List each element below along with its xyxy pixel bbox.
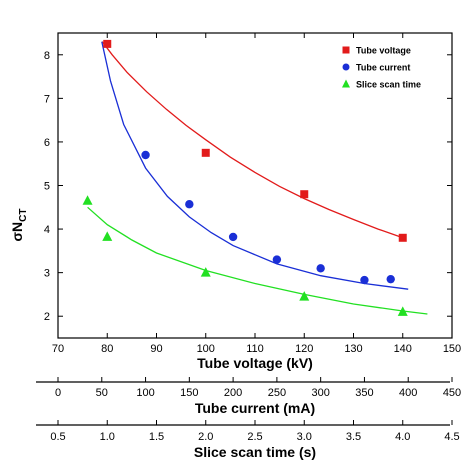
x-tick-label: 50: [96, 387, 108, 399]
x-axis-1: 70 80 90 100 110 120 130 140 150 Tube voltage (kV…: [52, 33, 461, 371]
data-points: [82, 39, 408, 316]
x-tick-label: 90: [150, 343, 162, 355]
data-point-slice-scan-time: [102, 231, 113, 241]
x-tick-label: 200: [224, 387, 242, 399]
x-tick-label: 150: [180, 387, 198, 399]
data-point-tube-current: [360, 275, 369, 285]
data-point-tube-voltage: [201, 148, 210, 157]
y-axis-label: σNCT: [9, 208, 29, 241]
x-tick-label: 3.0: [297, 431, 312, 443]
x-tick-label: 120: [295, 343, 313, 355]
y-axis-label-subscript: CT: [18, 208, 29, 221]
x-tick-label: 0.5: [50, 431, 65, 443]
y-tick-label: 4: [44, 224, 50, 236]
data-point-tube-current: [272, 255, 282, 264]
y-axis-label-main: σN: [9, 222, 25, 242]
y-axis: 2 3 4 5 6 7 8: [44, 50, 452, 323]
x-tick-label: 400: [399, 387, 417, 399]
fit-curve-tube-current: [101, 41, 409, 290]
data-point-slice-scan-time: [299, 291, 310, 301]
data-point-tube-current: [228, 232, 238, 242]
y-tick-label: 3: [44, 268, 50, 280]
y-tick-label: 7: [44, 93, 50, 105]
x-tick-label: 100: [136, 387, 154, 399]
x-tick-label: 350: [355, 387, 373, 399]
data-point-slice-scan-time: [200, 267, 211, 277]
legend-marker: [342, 63, 350, 71]
x-tick-label: 3.5: [346, 431, 361, 443]
legend-label: Slice scan time: [356, 80, 421, 90]
x-tick-label: 80: [101, 343, 113, 355]
x-tick-label: 1.5: [149, 431, 164, 443]
x-tick-label: 150: [443, 343, 461, 355]
data-point-slice-scan-time: [397, 306, 408, 316]
data-point-slice-scan-time: [82, 195, 93, 205]
x-axis-2: 0 50 100 150 200 250 300 350 400 450 Tube current …: [36, 377, 461, 416]
x-axis-label: Tube current (mA): [195, 400, 315, 416]
fit-curve-slice-scan-time: [87, 206, 428, 315]
data-point-tube-current: [185, 200, 194, 209]
x-tick-label: 450: [443, 387, 461, 399]
legend-marker: [342, 79, 350, 88]
y-tick-label: 2: [44, 311, 50, 323]
x-tick-label: 70: [52, 343, 64, 355]
legend-label: Tube current: [356, 63, 410, 73]
legend: Tube voltage Tube current Slice scan time: [342, 46, 421, 90]
fit-curves: [87, 41, 428, 315]
x-tick-label: 130: [344, 343, 362, 355]
x-tick-label: 2.5: [247, 431, 262, 443]
legend-marker: [342, 46, 350, 54]
x-tick-label: 300: [311, 387, 329, 399]
x-axis-3: 0.5 1.0 1.5 2.0 2.5 3.0 3.5 4.0 4.5 Slice scan ti…: [36, 420, 460, 460]
data-point-tube-current: [141, 150, 150, 160]
y-tick-label: 6: [44, 137, 50, 149]
data-point-tube-current: [386, 274, 395, 284]
data-point-tube-voltage: [103, 39, 112, 48]
x-tick-label: 100: [197, 343, 215, 355]
x-tick-label: 4.5: [444, 431, 459, 443]
x-axis-label: Tube voltage (kV): [197, 355, 313, 371]
x-tick-label: 4.0: [395, 431, 410, 443]
fit-curve-tube-voltage: [101, 41, 404, 239]
data-point-tube-current: [316, 264, 325, 273]
y-tick-label: 5: [44, 181, 50, 193]
x-tick-label: 1.0: [100, 431, 115, 443]
x-tick-label: 2.0: [198, 431, 213, 443]
data-point-tube-voltage: [398, 233, 407, 242]
y-tick-label: 8: [44, 50, 50, 62]
data-point-tube-voltage: [300, 190, 309, 199]
legend-label: Tube voltage: [356, 46, 411, 56]
x-tick-label: 250: [268, 387, 286, 399]
x-axis-label: Slice scan time (s): [194, 444, 316, 460]
x-tick-label: 140: [394, 343, 412, 355]
x-tick-label: 0: [55, 387, 61, 399]
x-tick-label: 110: [246, 343, 264, 355]
